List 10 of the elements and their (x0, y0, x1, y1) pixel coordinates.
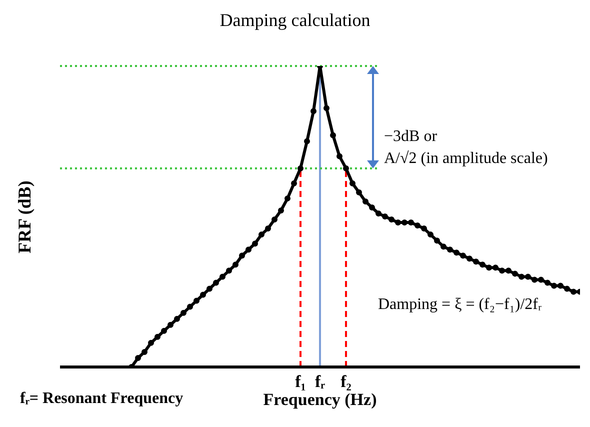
text: fᵣ= Resonant Frequency (20, 390, 184, 408)
annotation: −3dB or (384, 128, 438, 146)
x-tick-label: fᵣ (315, 372, 326, 392)
x-axis-title: Frequency (Hz) (263, 390, 377, 409)
annotation: Damping = ξ = (f₂−f₁)/2fᵣ (378, 296, 542, 314)
chart-title: Damping calculation (218, 10, 372, 31)
x-tick-label: f₂ (340, 372, 352, 392)
y-axis-title: FRF (dB) (14, 180, 36, 253)
x-tick-label: f₁ (295, 372, 306, 392)
annotation: A/√2 (in amplitude scale) (384, 150, 548, 168)
